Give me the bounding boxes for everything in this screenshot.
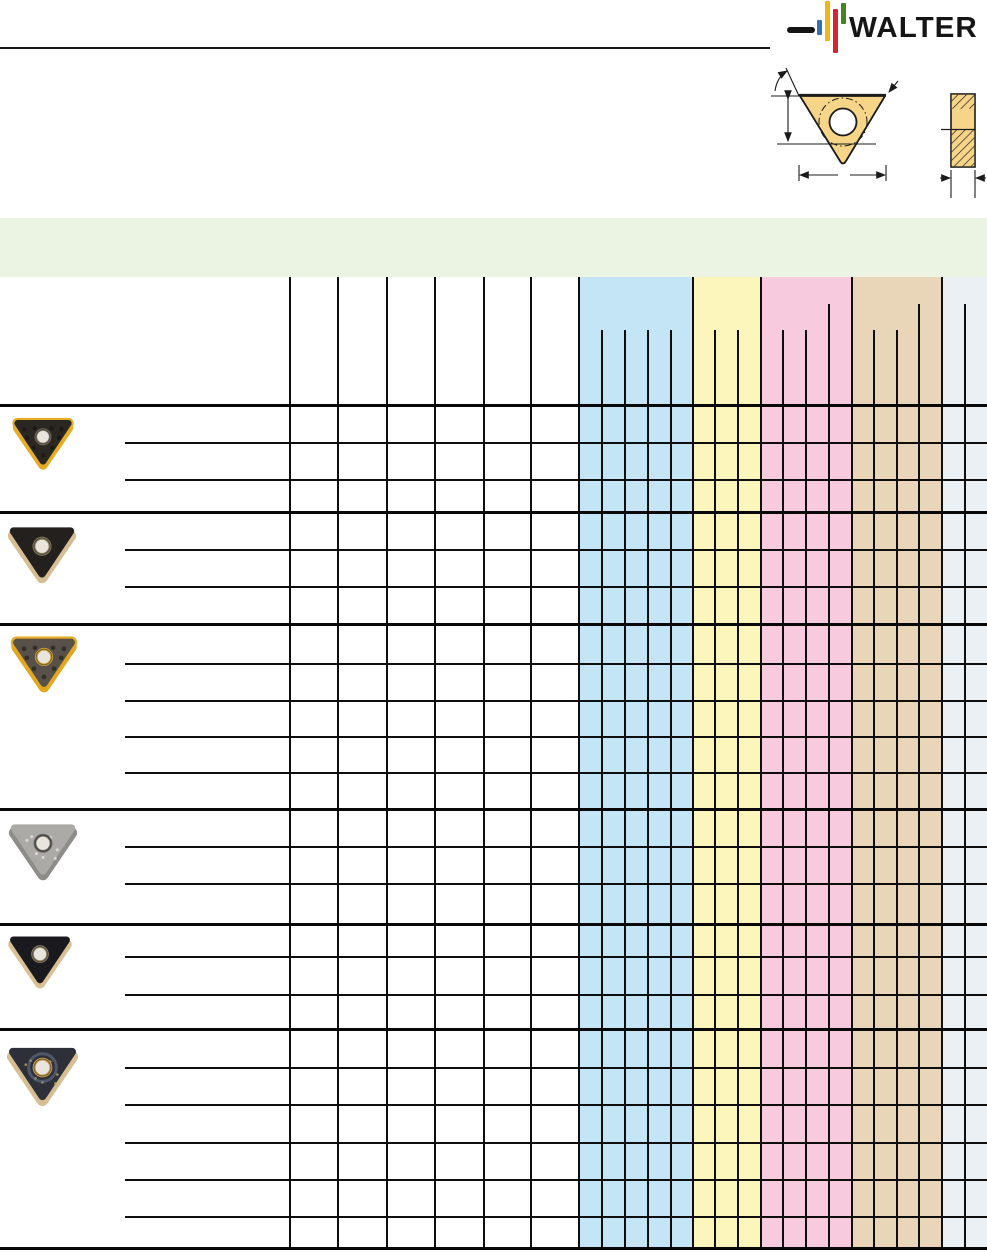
insert-photo-blue-speckle <box>1 1035 84 1110</box>
row-divider <box>125 846 987 848</box>
grid-vline <box>647 330 649 1250</box>
row-divider <box>125 663 987 665</box>
logo-blue-bar-icon <box>816 20 822 35</box>
block-divider <box>0 1028 987 1031</box>
block-divider <box>0 923 987 926</box>
grid-vline <box>737 330 739 1250</box>
grid-vline <box>760 277 762 1250</box>
row-divider <box>125 956 987 958</box>
block-divider <box>0 808 987 811</box>
insert-photo-silver <box>2 812 84 884</box>
row-divider <box>125 479 987 481</box>
row-divider <box>125 883 987 885</box>
insert-photo-gray-gold-rim <box>2 627 86 696</box>
block-divider <box>0 511 987 514</box>
insert-photo-black-gold-rim <box>4 409 82 473</box>
row-divider <box>125 442 987 444</box>
row-divider <box>125 1067 987 1069</box>
row-divider <box>125 549 987 551</box>
header-rule <box>0 47 770 49</box>
grid-vline <box>918 304 920 1250</box>
logo-dash-icon <box>787 27 815 33</box>
logo-text: WALTER <box>849 12 978 44</box>
table-title-band <box>0 218 987 277</box>
grid-vline <box>964 304 966 1250</box>
grid-vline <box>873 330 875 1250</box>
grid-vline <box>578 277 580 1250</box>
grid-vline <box>782 330 784 1250</box>
grid-vline <box>692 277 694 1250</box>
insert-dimension-drawing-icon <box>771 67 986 198</box>
grid-vline <box>896 330 898 1250</box>
grid-vline <box>337 277 339 1250</box>
logo-red-bar-icon <box>832 9 838 53</box>
block-divider <box>0 623 987 626</box>
grid-vline <box>434 277 436 1250</box>
grid-vline <box>530 277 532 1250</box>
row-divider <box>125 586 987 588</box>
block-divider <box>0 404 987 407</box>
grid-vline <box>386 277 388 1250</box>
grid-vline <box>805 330 807 1250</box>
row-divider <box>125 1104 987 1106</box>
grid-vline <box>483 277 485 1250</box>
insert-photo-dark-tan-base <box>0 925 80 992</box>
grid-vline <box>828 304 830 1250</box>
grid-vline <box>624 330 626 1250</box>
yellow-group-background <box>692 277 760 1250</box>
row-divider <box>125 1179 987 1181</box>
row-divider <box>125 1142 987 1144</box>
row-divider <box>125 994 987 996</box>
blue-group-background <box>578 277 692 1250</box>
grid-vline <box>601 330 603 1250</box>
row-divider <box>125 736 987 738</box>
grid-vline <box>289 277 291 1250</box>
logo-green-bar-icon <box>840 3 846 24</box>
row-divider <box>125 700 987 702</box>
block-divider <box>0 1247 987 1250</box>
logo-yellow-bar-icon <box>824 1 830 41</box>
grid-vline <box>670 330 672 1250</box>
walter-logo: WALTER <box>780 0 987 58</box>
row-divider <box>125 772 987 774</box>
grid-vline <box>851 277 853 1250</box>
insert-photo-black-tan-base <box>0 515 84 587</box>
row-divider <box>125 1216 987 1218</box>
grid-vline <box>941 277 943 1250</box>
grid-vline <box>714 330 716 1250</box>
